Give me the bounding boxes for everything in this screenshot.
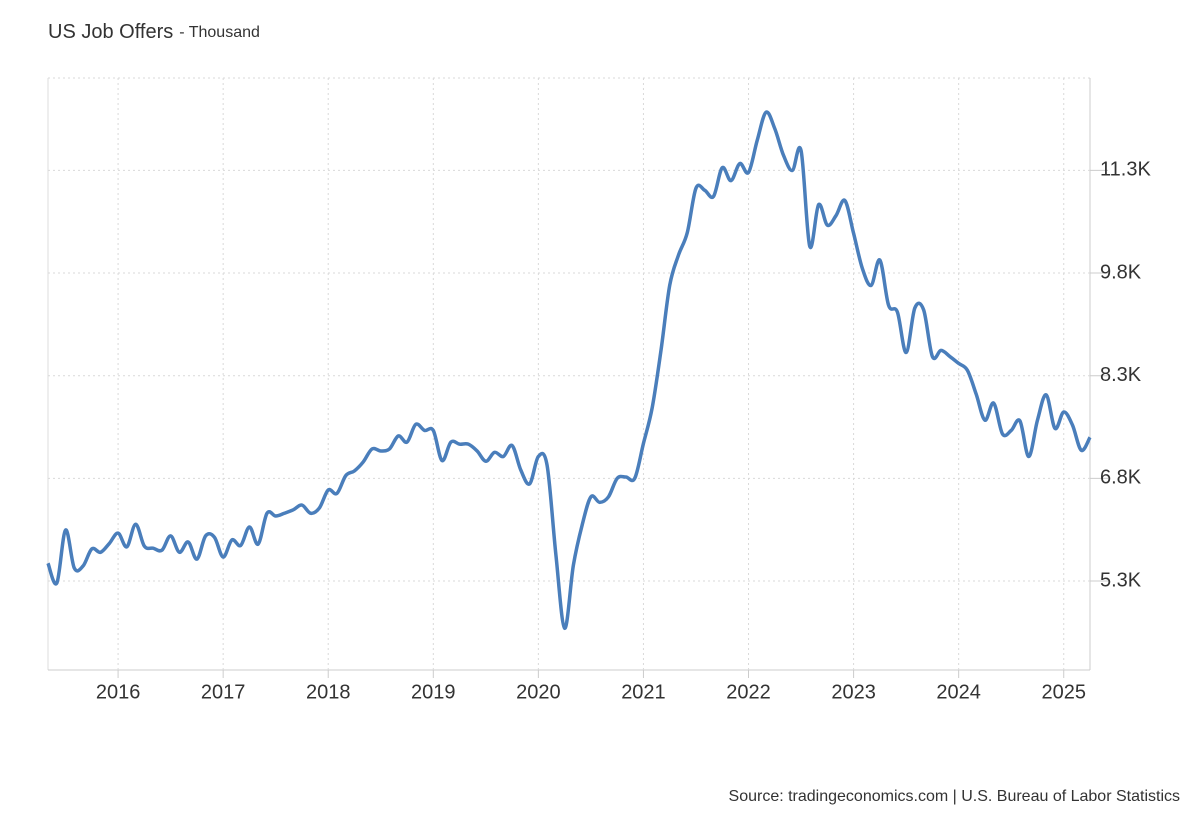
chart-title-block: US Job Offers - Thousand <box>48 21 260 43</box>
x-tick-label: 2021 <box>621 681 666 703</box>
x-tick-label: 2017 <box>201 681 246 703</box>
chart-subtitle: - Thousand <box>179 24 260 41</box>
y-tick-label: 9.8K <box>1100 261 1142 283</box>
series-line <box>46 110 1092 631</box>
x-tick-label: 2024 <box>936 681 981 703</box>
source: Source: tradingeconomics.com | U.S. Bure… <box>729 788 1180 805</box>
x-tick-label: 2019 <box>411 681 456 703</box>
chart-title: US Job Offers <box>48 21 173 43</box>
y-tick-label: 6.8K <box>1100 467 1142 489</box>
y-tick-label: 8.3K <box>1100 364 1142 386</box>
x-tick-label: 2025 <box>1041 681 1086 703</box>
y-tick-label: 11.3K <box>1100 159 1151 181</box>
x-tick-label: 2023 <box>831 681 876 703</box>
y-tick-label: 5.3K <box>1100 569 1142 591</box>
x-tick-label: 2018 <box>306 681 351 703</box>
x-tick-label: 2020 <box>516 681 561 703</box>
x-tick-label: 2022 <box>726 681 771 703</box>
x-tick-label: 2016 <box>96 681 141 703</box>
